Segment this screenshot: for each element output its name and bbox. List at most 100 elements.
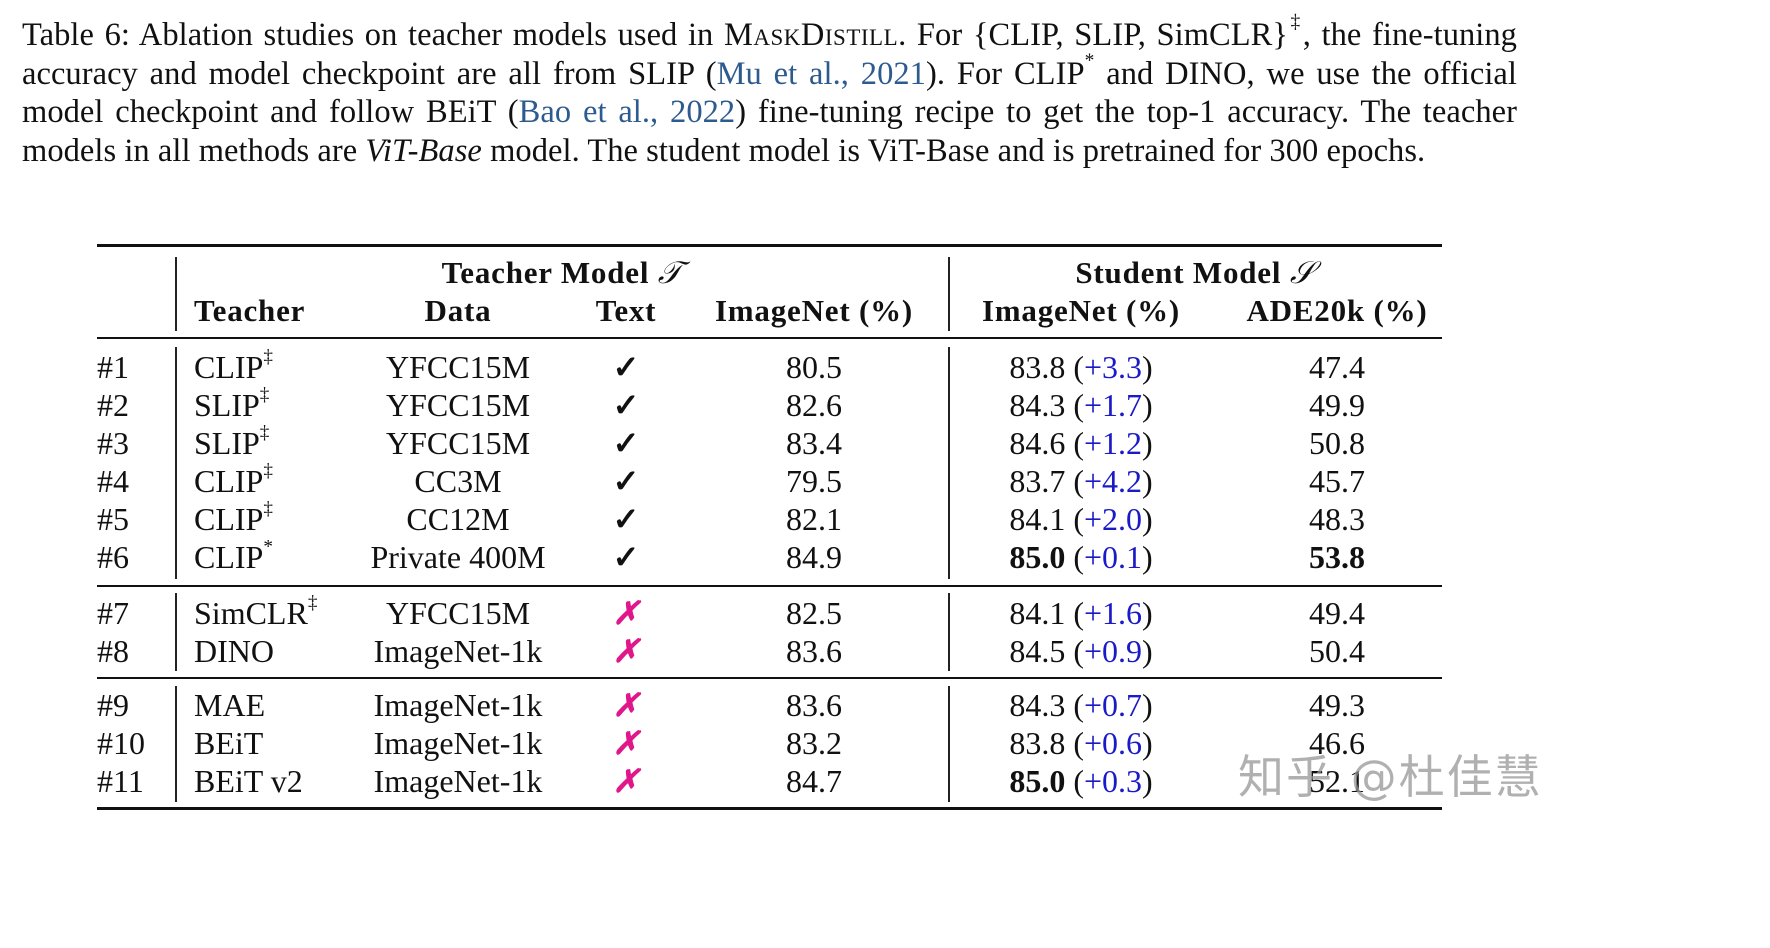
citation-link-mu-2021[interactable]: Mu et al., 2021 <box>716 55 926 92</box>
data-source: Private 400M <box>370 539 546 575</box>
delta-value: +0.9 <box>1083 633 1143 669</box>
check-icon: ✓ <box>612 387 640 423</box>
vertical-divider <box>175 257 177 331</box>
teacher-name: BEiT v2 <box>194 763 303 799</box>
ade20k-value: 50.8 <box>1309 425 1365 461</box>
teacher-name: SimCLR‡ <box>194 592 318 631</box>
data-source: ImageNet-1k <box>373 725 543 761</box>
watermark: 知乎 @杜佳慧 <box>1238 750 1543 804</box>
vertical-divider <box>175 347 177 579</box>
delta-value: +4.2 <box>1083 463 1143 499</box>
teacher-name: BEiT <box>194 725 264 761</box>
delta-value: +0.6 <box>1083 725 1143 761</box>
teacher-imagenet: 83.6 <box>786 687 842 723</box>
footnote-mark: ‡ <box>263 498 273 520</box>
check-icon: ✓ <box>612 425 640 461</box>
row-id: #11 <box>97 763 144 799</box>
student-imagenet: 85.0 (+0.3) <box>1009 763 1153 799</box>
footnote-mark: ‡ <box>263 346 273 368</box>
data-source: YFCC15M <box>385 349 531 385</box>
caption-label: Table 6: <box>22 17 130 53</box>
teacher-imagenet: 82.5 <box>786 595 842 631</box>
cross-icon: ✗ <box>612 687 640 723</box>
footnote-mark: ‡ <box>307 592 318 614</box>
teacher-imagenet: 83.6 <box>786 633 842 669</box>
cross-icon: ✗ <box>612 725 640 761</box>
student-imagenet: 84.5 (+0.9) <box>1009 633 1153 669</box>
delta-value: +1.7 <box>1083 387 1143 423</box>
data-source: ImageNet-1k <box>373 763 543 799</box>
delta-value: +0.3 <box>1083 763 1143 799</box>
footnote-mark: * <box>263 536 273 558</box>
row-id: #8 <box>97 633 129 669</box>
teacher-imagenet: 82.1 <box>786 501 842 537</box>
ade20k-value: 49.9 <box>1309 387 1365 423</box>
delta-value: +3.3 <box>1083 349 1143 385</box>
data-source: CC12M <box>406 501 510 537</box>
ade20k-value: 49.3 <box>1309 687 1365 723</box>
teacher-imagenet: 82.6 <box>786 387 842 423</box>
data-source: YFCC15M <box>385 387 531 423</box>
vertical-divider <box>175 593 177 671</box>
student-imagenet: 84.3 (+1.7) <box>1009 387 1153 423</box>
citation-link-bao-2022[interactable]: Bao et al., 2022 <box>518 94 736 130</box>
cross-icon: ✗ <box>612 633 640 669</box>
cross-icon: ✗ <box>612 763 640 799</box>
group-divider-1 <box>97 585 1442 587</box>
group-header-student: Student Model 𝒮 <box>1075 255 1315 290</box>
student-imagenet: 84.3 (+0.7) <box>1009 687 1153 723</box>
row-id: #4 <box>97 463 129 499</box>
row-id: #3 <box>97 425 129 461</box>
teacher-imagenet: 80.5 <box>786 349 842 385</box>
teacher-imagenet: 83.4 <box>786 425 842 461</box>
student-imagenet: 83.8 (+3.3) <box>1009 349 1153 385</box>
delta-value: +1.6 <box>1083 595 1143 631</box>
top-rule <box>97 244 1442 247</box>
teacher-name: MAE <box>194 687 266 723</box>
footnote-mark: ‡ <box>263 460 273 482</box>
table-caption: Table 6: Ablation studies on teacher mod… <box>22 11 1517 169</box>
header-rule <box>97 337 1442 339</box>
ade20k-value: 46.6 <box>1309 725 1365 761</box>
student-imagenet: 83.7 (+4.2) <box>1009 463 1153 499</box>
column-header-student-imagenet: ImageNet (%) <box>981 293 1181 328</box>
ade20k-value: 48.3 <box>1309 501 1365 537</box>
column-header-teacher-imagenet: ImageNet (%) <box>714 293 914 328</box>
ade20k-value: 53.8 <box>1309 539 1365 575</box>
row-id: #1 <box>97 349 129 385</box>
data-source: CC3M <box>414 463 502 499</box>
teacher-name: DINO <box>194 633 274 669</box>
teacher-imagenet: 84.9 <box>786 539 842 575</box>
column-header-teacher: Teacher <box>194 293 306 328</box>
student-imagenet: 84.1 (+2.0) <box>1009 501 1153 537</box>
delta-value: +0.7 <box>1083 687 1143 723</box>
ade20k-value: 50.4 <box>1309 633 1365 669</box>
footnote-mark: ‡ <box>259 384 270 406</box>
ade20k-value: 45.7 <box>1309 463 1365 499</box>
student-imagenet: 83.8 (+0.6) <box>1009 725 1153 761</box>
teacher-symbol: 𝒯 <box>657 255 683 290</box>
data-source: YFCC15M <box>385 425 531 461</box>
student-symbol: 𝒮 <box>1289 255 1315 290</box>
student-imagenet: 85.0 (+0.1) <box>1009 539 1153 575</box>
column-header-text: Text <box>595 293 657 328</box>
data-source: ImageNet-1k <box>373 687 543 723</box>
teacher-imagenet: 79.5 <box>786 463 842 499</box>
teacher-name: CLIP‡ <box>194 460 273 499</box>
student-imagenet: 84.1 (+1.6) <box>1009 595 1153 631</box>
column-header-ade20k: ADE20k (%) <box>1246 293 1428 328</box>
check-icon: ✓ <box>612 349 640 385</box>
delta-value: +2.0 <box>1083 501 1143 537</box>
vertical-divider <box>948 347 950 579</box>
vertical-divider <box>948 257 950 331</box>
vertical-divider <box>175 686 177 802</box>
group-header-teacher: Teacher Model 𝒯 <box>441 255 683 290</box>
footnote-mark: ‡ <box>259 422 270 444</box>
check-icon: ✓ <box>612 501 640 537</box>
method-name: MaskDistill <box>723 17 899 53</box>
student-imagenet: 84.6 (+1.2) <box>1009 425 1153 461</box>
row-id: #10 <box>97 725 145 761</box>
teacher-imagenet: 83.2 <box>786 725 842 761</box>
teacher-name: SLIP‡ <box>194 422 270 461</box>
row-id: #5 <box>97 501 129 537</box>
